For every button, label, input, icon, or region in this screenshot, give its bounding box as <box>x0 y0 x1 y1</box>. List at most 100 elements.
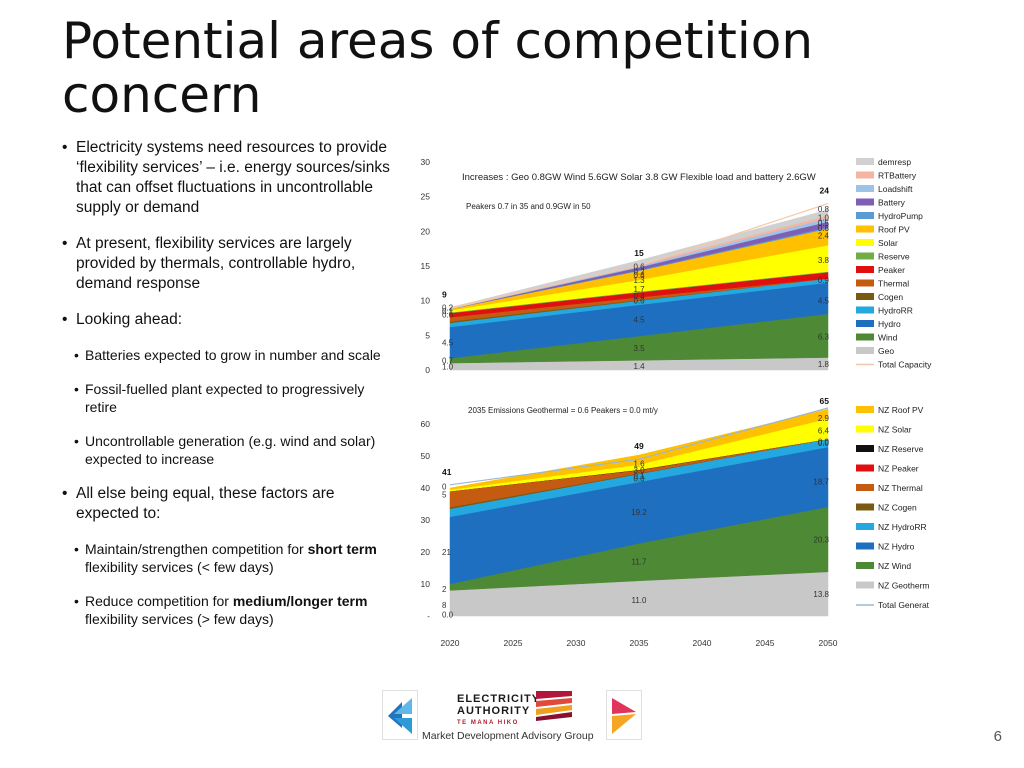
y-tick-label: 20 <box>421 226 431 236</box>
footer-logos: ELECTRICITY AUTHORITY TE MANA HIKO Marke… <box>382 688 642 744</box>
data-label: 0.0 <box>633 474 645 483</box>
legend-swatch <box>856 464 874 472</box>
legend-label: Reserve <box>878 252 910 262</box>
data-label: 0.6 <box>442 311 454 320</box>
legend-swatch <box>856 266 874 273</box>
y-tick-label: 60 <box>421 419 431 429</box>
total-label: 49 <box>634 441 644 451</box>
data-label: 0.8 <box>818 205 830 214</box>
data-label: 19.2 <box>631 508 647 517</box>
legend-label: Loadshift <box>878 184 913 194</box>
y-tick-label: 0 <box>425 365 430 375</box>
chart-annotation: Peakers 0.7 in 35 and 0.9GW in 50 <box>466 202 591 211</box>
data-label: 0.1 <box>633 472 645 481</box>
data-label: 0.0 <box>442 610 454 619</box>
y-tick-label: 10 <box>421 296 431 306</box>
legend-label: Peaker <box>878 265 905 275</box>
legend-label: NZ Reserve <box>878 444 924 454</box>
sub-bullet-text: Reduce competition for <box>85 593 233 609</box>
ea-wordmark: ELECTRICITY AUTHORITY TE MANA HIKO <box>457 693 540 729</box>
legend-swatch <box>856 581 874 589</box>
legend-label: Wind <box>878 333 898 343</box>
legend-swatch <box>856 347 874 354</box>
data-label: 4.5 <box>442 338 454 347</box>
legend-swatch <box>856 252 874 260</box>
data-label: 2.9 <box>818 414 830 423</box>
legend-swatch <box>856 225 874 233</box>
total-label: 15 <box>634 248 644 258</box>
legend-label: NZ Geotherm <box>878 581 930 591</box>
legend-label: Roof PV <box>878 225 910 235</box>
legend-label: Cogen <box>878 292 903 302</box>
sub-bullet-item: Maintain/strengthen competition for shor… <box>62 540 392 576</box>
sub-bullet-text: flexibility services (> few days) <box>85 611 274 627</box>
x-tick-label: 2040 <box>693 638 712 648</box>
capacity-chart: 0 5 10 15 20 25 30 1.0 0.7 4.5 0.6 0.1 0.2 1.4 3.5 4.5 0… <box>418 152 958 384</box>
y-tick-label: 50 <box>421 451 431 461</box>
legend-swatch <box>856 503 874 511</box>
area-series-demresp <box>449 209 829 310</box>
data-label: 0.7 <box>442 356 454 365</box>
data-label: 0.9 <box>818 276 830 285</box>
legend-swatch <box>856 320 874 327</box>
data-label: 5 <box>442 490 447 499</box>
total-line-total-generat <box>449 407 829 486</box>
bullet-item: All else being equal, these factors are … <box>62 484 392 524</box>
legend-label: Thermal <box>878 279 909 289</box>
y-tick-label: 30 <box>421 515 431 525</box>
data-label: 4.5 <box>633 315 645 324</box>
x-tick-label: 2030 <box>567 638 586 648</box>
chart-annotation: 2035 Emissions Geothermal = 0.6 Peakers … <box>468 406 658 415</box>
data-label: 21 <box>442 548 451 557</box>
data-label: 8 <box>442 601 447 610</box>
sub-bullet-item: Reduce competition for medium/longer ter… <box>62 592 392 628</box>
total-label: 41 <box>442 467 452 477</box>
data-label: 13.8 <box>813 590 829 599</box>
y-tick-label: 40 <box>421 483 431 493</box>
legend-swatch <box>856 542 874 550</box>
legend-label: NZ Solar <box>878 425 912 435</box>
legend-swatch <box>856 198 874 206</box>
sub-bullet-item: Batteries expected to grow in number and… <box>62 346 392 364</box>
data-label: 20.3 <box>813 536 829 545</box>
data-label: 0.6 <box>633 263 645 272</box>
total-label: 9 <box>442 290 447 300</box>
mdag-right-logo-icon <box>606 690 642 740</box>
legend-label: NZ Roof PV <box>878 405 924 415</box>
x-tick-label: 2035 <box>630 638 649 648</box>
data-label: 4.5 <box>818 297 830 306</box>
legend-swatch <box>856 333 874 341</box>
data-label: 3.8 <box>818 256 830 265</box>
mdag-left-logo-icon <box>382 690 418 740</box>
legend-swatch <box>856 293 874 300</box>
legend-label: Solar <box>878 238 898 248</box>
mdag-caption: Market Development Advisory Group <box>422 730 594 742</box>
data-label: 0.5 <box>818 219 830 228</box>
data-label: 6.3 <box>818 333 830 342</box>
chart-annotation: Increases : Geo 0.8GW Wind 5.6GW Solar 3… <box>462 172 816 183</box>
ea-stripes-logo-icon <box>536 691 572 721</box>
data-label: 0.4 <box>633 292 645 301</box>
generation-chart: -10 20 30 40 50 60 2020 2025 2030 2035 2040 2045 205… <box>418 398 958 654</box>
legend-label: HydroRR <box>878 306 913 316</box>
legend-swatch <box>856 425 874 433</box>
legend-label: Geo <box>878 346 894 356</box>
legend-swatch <box>856 445 874 452</box>
data-label: 2.4 <box>818 231 830 240</box>
area-series-nz-roof-pv <box>449 408 829 490</box>
legend-label: Hydro <box>878 319 901 329</box>
sub-bullet-item: Fossil-fuelled plant expected to progres… <box>62 380 392 416</box>
bullet-item: At present, flexibility services are lar… <box>62 234 392 294</box>
legend-label: NZ Peaker <box>878 464 919 474</box>
ea-wordmark-line: ELECTRICITY <box>457 693 541 705</box>
legend-label: Battery <box>878 198 906 208</box>
legend-label: NZ HydroRR <box>878 522 927 532</box>
x-tick-label: 2050 <box>819 638 838 648</box>
legend-swatch <box>856 279 874 287</box>
data-label: 1.4 <box>633 362 645 371</box>
data-label: 0.6 <box>633 297 645 306</box>
sub-bullet-emphasis: short term <box>307 541 377 557</box>
y-tick-label: 30 <box>421 157 431 167</box>
legend-swatch <box>856 185 874 192</box>
